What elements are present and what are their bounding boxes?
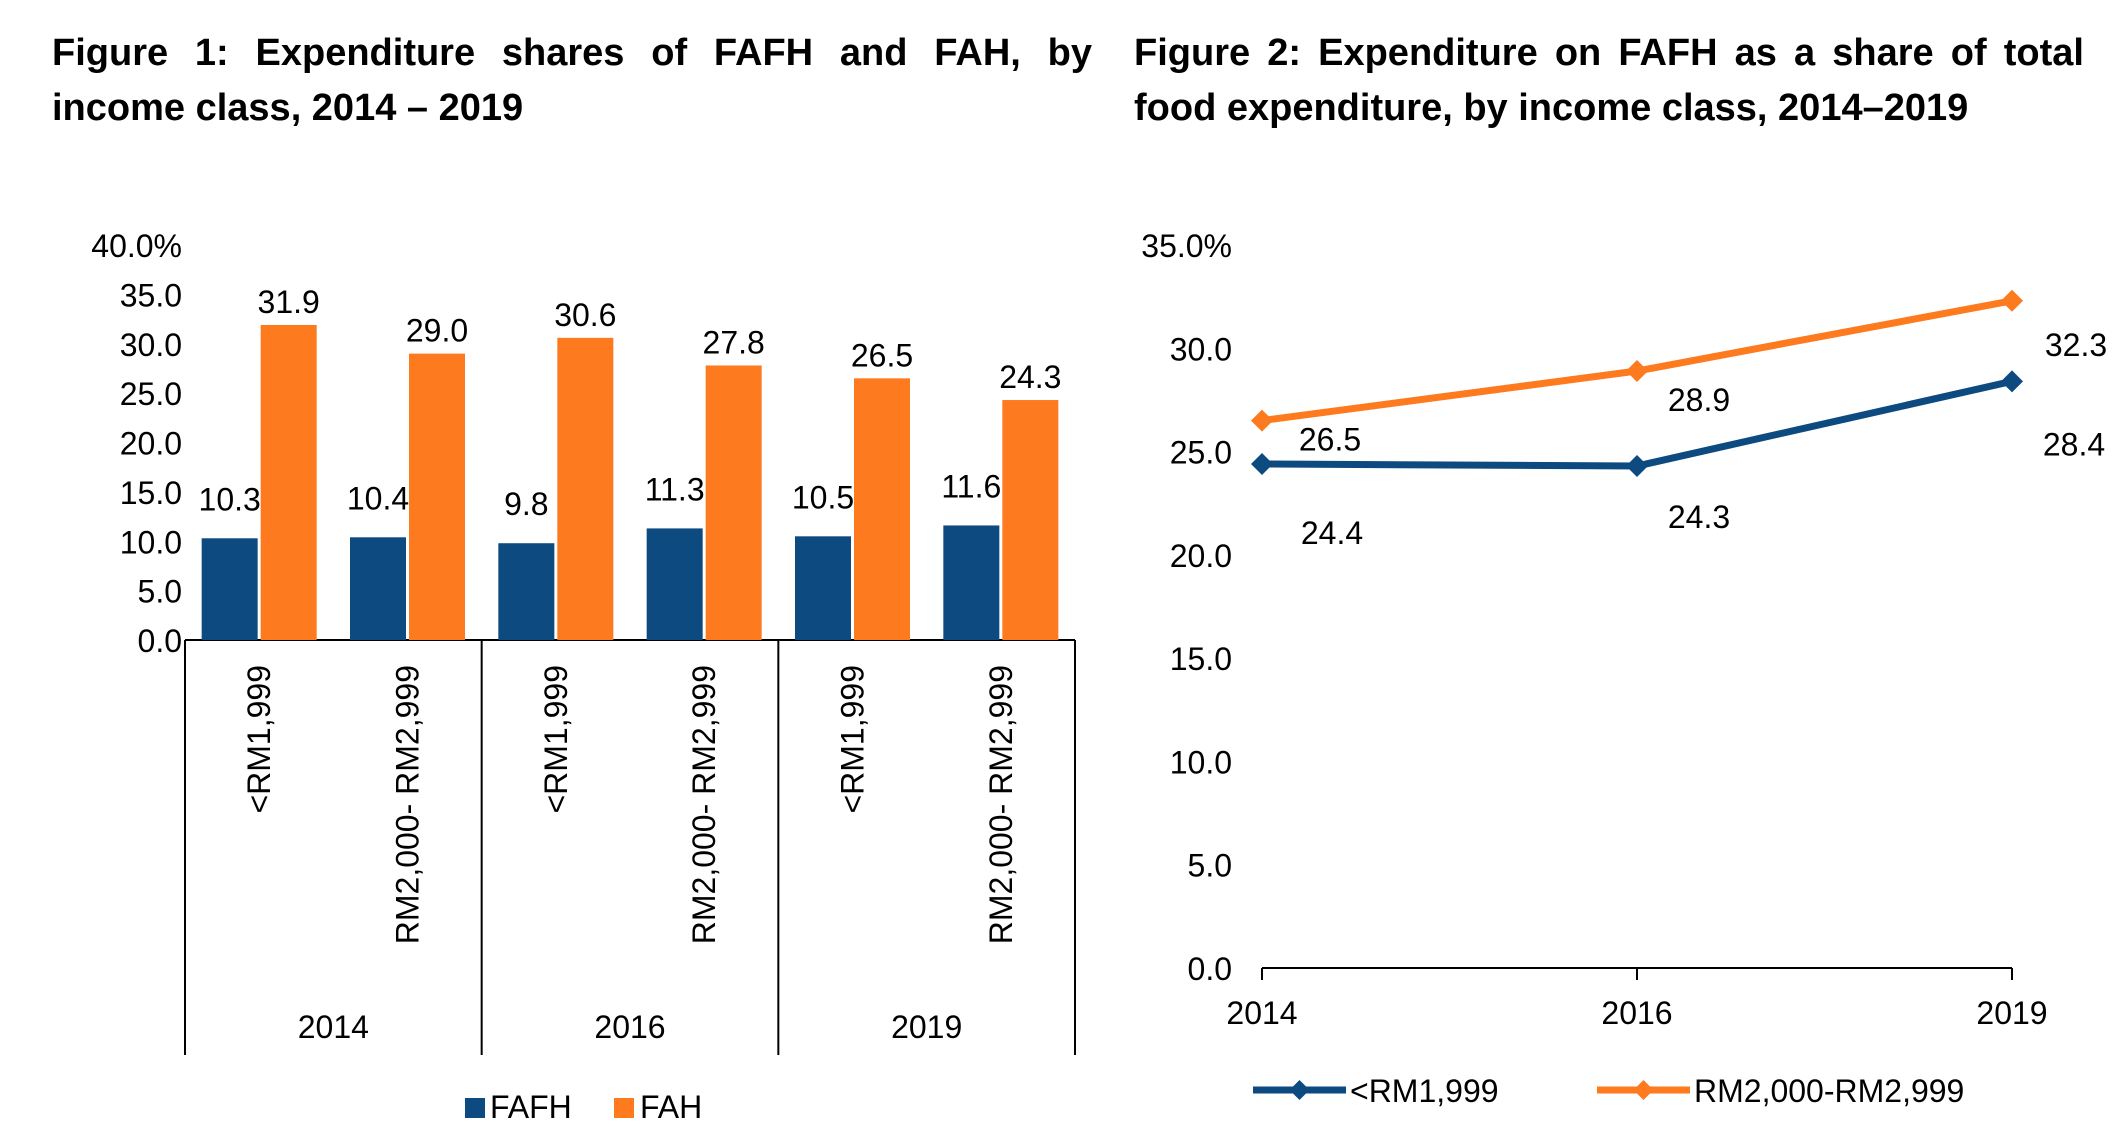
fah-value-label-5: 24.3: [999, 359, 1061, 395]
category-label-2: <RM1,999: [538, 665, 574, 814]
fah-value-label-3: 27.8: [703, 324, 765, 360]
year-label-2014: 2014: [298, 1009, 369, 1045]
series-0-value-label-1: 24.3: [1668, 499, 1730, 535]
figure-2-title: Figure 2: Expenditure on FAFH as a share…: [1134, 32, 2084, 129]
legend-label-1: RM2,000-RM2,999: [1694, 1073, 1964, 1109]
y-tick-label-5: 25.0: [120, 376, 182, 412]
fah-bar-2016-1: [705, 365, 762, 640]
year-label-2016: 2016: [594, 1009, 665, 1045]
fafh-bar-2019-1: [943, 525, 1000, 640]
fah-value-label-4: 26.5: [851, 337, 913, 373]
y-tick-label-6: 30.0: [1170, 331, 1232, 367]
legend-fah-label: FAH: [640, 1089, 702, 1125]
fah-value-label-0: 31.9: [258, 284, 320, 320]
y-tick-label-6: 30.0: [120, 327, 182, 363]
fafh-value-label-3: 11.3: [645, 471, 705, 507]
series-0-marker-2: [2001, 370, 2023, 393]
fah-bar-2014-1: [409, 353, 465, 640]
category-label-3: RM2,000- RM2,999: [686, 665, 722, 944]
y-tick-label-4: 20.0: [120, 426, 182, 462]
fah-bar-2019-1: [1002, 400, 1059, 640]
fafh-bar-2019-0: [795, 536, 851, 640]
legend-label-0: <RM1,999: [1350, 1073, 1499, 1109]
x-tick-label-0: 2014: [1226, 995, 1297, 1031]
category-label-5: RM2,000- RM2,999: [983, 665, 1019, 944]
legend-fafh-label: FAFH: [490, 1089, 572, 1125]
y-tick-label-2: 10.0: [120, 524, 182, 560]
legend-fafh-swatch: [465, 1098, 485, 1118]
fah-value-label-1: 29.0: [406, 313, 468, 349]
y-tick-label-7: 35.0: [120, 277, 182, 313]
category-label-0: <RM1,999: [241, 665, 277, 814]
series-line-0: [1261, 377, 2013, 470]
series-1-marker-0: [1251, 409, 1273, 432]
y-tick-label-3: 15.0: [1170, 641, 1232, 677]
series-0-marker-0: [1251, 452, 1273, 475]
y-tick-label-3: 15.0: [120, 475, 182, 511]
fah-bar-2014-0: [260, 324, 317, 640]
fafh-value-label-0: 10.3: [199, 481, 261, 517]
fafh-bar-2014-1: [350, 537, 406, 640]
fafh-value-label-2: 9.8: [504, 486, 548, 522]
fafh-bar-2016-1: [646, 528, 703, 640]
y-tick-label-4: 20.0: [1170, 538, 1232, 574]
fafh-bar-2016-0: [498, 543, 555, 640]
x-tick-label-1: 2016: [1601, 995, 1672, 1031]
y-tick-label-1: 5.0: [1188, 848, 1232, 884]
series-1-value-label-2: 32.3: [2045, 327, 2107, 363]
figure-1-title: Figure 1: Expenditure shares of FAFH and…: [52, 32, 1092, 129]
series-1-marker-2: [2001, 289, 2023, 312]
fafh-value-label-1: 10.4: [347, 480, 409, 516]
category-label-4: <RM1,999: [835, 665, 871, 814]
fah-value-label-2: 30.6: [554, 297, 616, 333]
y-tick-label-5: 25.0: [1170, 435, 1232, 471]
fafh-value-label-4: 10.5: [792, 479, 854, 515]
fah-bar-2019-0: [854, 378, 910, 640]
y-tick-label-0: 0.0: [1188, 951, 1232, 987]
year-label-2019: 2019: [891, 1009, 962, 1045]
y-tick-label-2: 10.0: [1170, 744, 1232, 780]
legend-marker-1: [1633, 1080, 1654, 1100]
fah-bar-2016-0: [557, 337, 614, 640]
series-1-value-label-0: 26.5: [1299, 422, 1361, 458]
y-tick-label-7: 35.0%: [1141, 228, 1232, 264]
series-1-value-label-1: 28.9: [1668, 382, 1730, 418]
y-tick-label-1: 5.0: [138, 574, 182, 610]
series-1-marker-1: [1626, 360, 1648, 383]
x-tick-label-2: 2019: [1976, 995, 2047, 1031]
y-tick-label-8: 40.0%: [91, 228, 182, 264]
y-tick-label-0: 0.0: [138, 623, 182, 659]
series-0-value-label-2: 28.4: [2043, 426, 2105, 462]
fafh-bar-2014-0: [201, 538, 258, 640]
legend-marker-0: [1289, 1080, 1310, 1100]
category-label-1: RM2,000- RM2,999: [390, 665, 426, 944]
legend-fah-swatch: [614, 1098, 634, 1118]
fafh-value-label-5: 11.6: [941, 468, 1001, 504]
series-0-marker-1: [1626, 455, 1648, 478]
series-0-value-label-0: 24.4: [1301, 515, 1363, 551]
